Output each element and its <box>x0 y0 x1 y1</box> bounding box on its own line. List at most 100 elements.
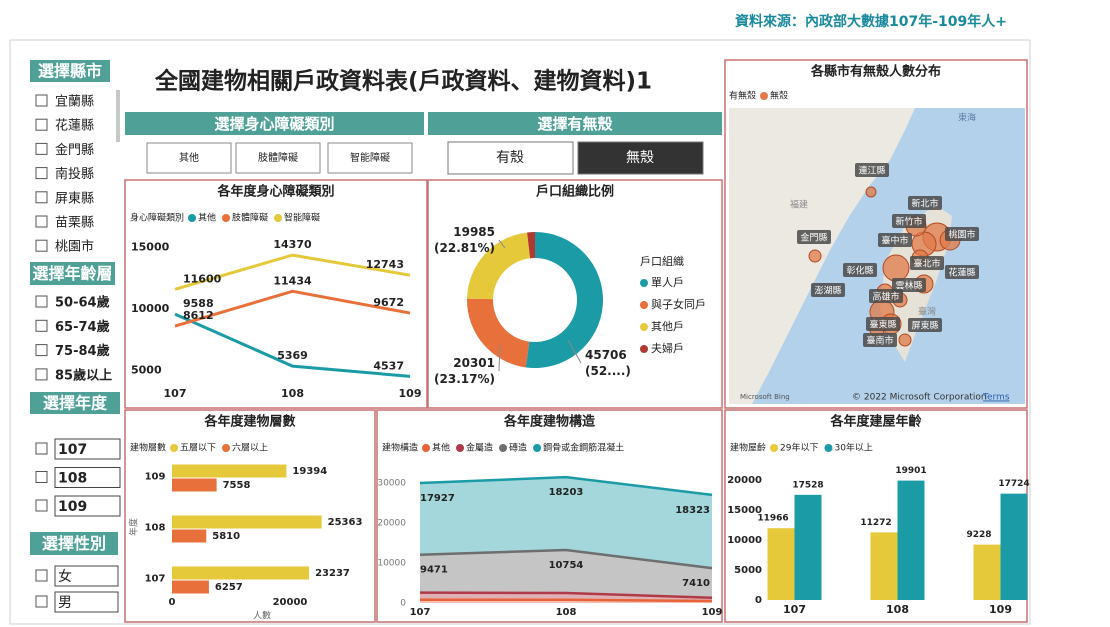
legend-label: 鋼骨或金鋼筋混凝土 <box>543 442 624 454</box>
checkbox[interactable] <box>36 472 47 483</box>
slicer-item[interactable]: 85歲以上 <box>55 367 112 383</box>
checkbox[interactable] <box>36 119 47 130</box>
checkbox[interactable] <box>36 240 47 251</box>
map-terms[interactable]: Terms <box>982 393 1010 403</box>
filter-button-label[interactable]: 肢體障礙 <box>258 151 298 164</box>
slicer-item[interactable]: 宜蘭縣 <box>55 94 94 110</box>
map-place-label: 彰化縣 <box>846 265 873 277</box>
bar <box>795 495 822 600</box>
checkbox[interactable] <box>36 500 47 511</box>
legend-title: 有無殼 <box>729 90 756 102</box>
data-label: 18323 <box>675 505 710 516</box>
legend-label: 夫婦戶 <box>651 341 684 355</box>
x-tick-label: 108 <box>556 607 577 618</box>
bar <box>172 530 206 543</box>
slicer-title: 選擇身心障礙類別 <box>214 115 334 133</box>
legend-marker <box>640 279 648 287</box>
x-tick-label: 109 <box>989 603 1012 616</box>
slicer-item[interactable]: 屏東縣 <box>55 190 94 206</box>
legend-marker <box>824 444 832 452</box>
data-label: 9228 <box>966 530 991 540</box>
slicer-item[interactable]: 109 <box>58 499 87 515</box>
checkbox[interactable] <box>36 443 47 454</box>
checkbox[interactable] <box>36 143 47 154</box>
map-logo: Microsoft Bing <box>740 393 790 401</box>
data-label: 17724 <box>998 479 1029 489</box>
filter-button-label[interactable]: 有殼 <box>496 150 524 166</box>
filter-button-label[interactable]: 無殼 <box>626 150 654 166</box>
checkbox[interactable] <box>36 168 47 179</box>
bar <box>172 479 217 492</box>
legend-marker <box>499 444 507 452</box>
slicer-item[interactable]: 108 <box>58 471 87 487</box>
slicer-item[interactable]: 50-64歲 <box>55 295 110 311</box>
map-place-label: 金門縣 <box>800 232 827 244</box>
slicer-title: 選擇有無殼 <box>537 115 613 133</box>
checkbox[interactable] <box>36 320 47 331</box>
bar <box>172 567 309 580</box>
map-bubble <box>899 334 911 346</box>
data-label: 5369 <box>277 349 308 362</box>
checkbox[interactable] <box>36 95 47 106</box>
checkbox[interactable] <box>36 345 47 356</box>
legend-marker <box>170 444 178 452</box>
checkbox[interactable] <box>36 216 47 227</box>
checkbox[interactable] <box>36 369 47 380</box>
data-label: 17528 <box>792 480 823 490</box>
slicer-item[interactable]: 花蓮縣 <box>55 118 94 134</box>
legend-marker <box>274 214 282 222</box>
data-label: 4537 <box>373 359 404 372</box>
legend-marker <box>222 214 230 222</box>
legend-marker <box>422 444 430 452</box>
legend-title: 建物屋齡 <box>730 442 766 454</box>
chart-title: 各年度建物層數 <box>203 414 295 430</box>
legend-marker <box>533 444 541 452</box>
checkbox[interactable] <box>36 570 47 581</box>
legend-title: 建物構造 <box>382 442 418 454</box>
y-tick-label: 0 <box>755 595 762 606</box>
y-tick-label: 107 <box>145 574 166 585</box>
data-label: 9471 <box>420 565 448 576</box>
data-label: 7410 <box>682 578 710 589</box>
x-tick-label: 107 <box>410 607 431 618</box>
scrollbar <box>116 90 120 142</box>
data-label: 12743 <box>366 258 404 271</box>
data-label: 6257 <box>215 582 243 593</box>
data-label: 8612 <box>183 309 214 322</box>
filter-button-label[interactable]: 其他 <box>179 151 199 164</box>
chart-title: 戶口組織比例 <box>536 184 614 200</box>
y-tick-label: 10000 <box>727 535 762 546</box>
slicer-item[interactable]: 金門縣 <box>55 142 94 158</box>
legend-label: 30年以上 <box>834 442 872 454</box>
slicer-item[interactable]: 南投縣 <box>55 166 94 182</box>
page-title: 全國建物相關戶政資料表(戶政資料、建物資料)1 <box>154 68 652 95</box>
legend-label: 其他 <box>198 212 216 224</box>
slicer-item[interactable]: 75-84歲 <box>55 343 110 359</box>
map-place-label: 新竹市 <box>895 216 922 228</box>
data-label: 19901 <box>895 466 926 476</box>
x-tick-label: 108 <box>281 387 304 400</box>
slicer-item[interactable]: 桃園市 <box>55 239 94 255</box>
slicer-item[interactable]: 苗栗縣 <box>55 216 94 231</box>
y-axis-title: 年度 <box>128 518 140 536</box>
x-tick-label: 0 <box>169 597 176 608</box>
checkbox[interactable] <box>36 596 47 607</box>
y-tick-label: 20000 <box>377 519 406 529</box>
filter-button-label[interactable]: 智能障礙 <box>350 151 390 164</box>
bar <box>768 528 795 600</box>
data-label: 25363 <box>328 517 363 528</box>
legend-label: 與子女同戶 <box>651 297 706 311</box>
slicer-item[interactable]: 107 <box>58 442 87 458</box>
slicer-item[interactable]: 65-74歲 <box>55 319 110 335</box>
slicer-item[interactable]: 女 <box>58 568 72 585</box>
checkbox[interactable] <box>36 296 47 307</box>
slicer-title: 選擇性別 <box>42 534 106 553</box>
legend-marker <box>760 92 768 100</box>
legend-label: 肢體障礙 <box>232 212 268 224</box>
y-tick-label: 109 <box>145 472 166 483</box>
x-tick-label: 109 <box>702 607 723 618</box>
map-region-label: 福建 <box>790 199 808 211</box>
slicer-item[interactable]: 男 <box>58 595 72 611</box>
checkbox[interactable] <box>36 192 47 203</box>
bar <box>172 581 209 594</box>
